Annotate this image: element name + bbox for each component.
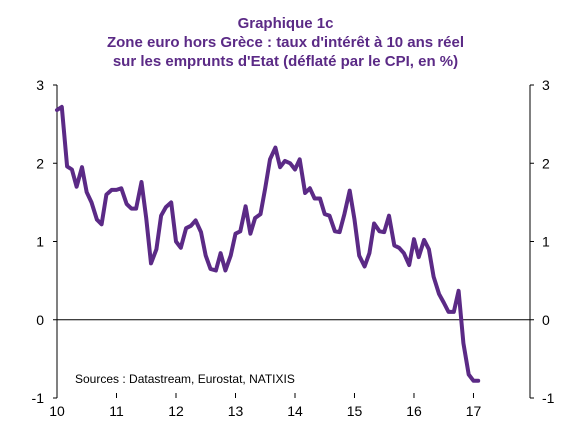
y-tick-label-right: -1 bbox=[542, 390, 555, 406]
y-tick-label-left: 1 bbox=[36, 234, 44, 250]
x-tick-label: 17 bbox=[466, 403, 482, 419]
y-tick-label-right: 3 bbox=[542, 77, 550, 93]
source-note: Sources : Datastream, Eurostat, NATIXIS bbox=[75, 372, 295, 386]
y-tick-label-right: 1 bbox=[542, 234, 550, 250]
x-tick-label: 14 bbox=[287, 403, 303, 419]
x-tick-label: 16 bbox=[406, 403, 422, 419]
x-tick-label: 15 bbox=[347, 403, 363, 419]
x-tick-label: 12 bbox=[168, 403, 184, 419]
y-tick-label-right: 0 bbox=[542, 312, 550, 328]
y-tick-label-left: 3 bbox=[36, 77, 44, 93]
chart-title-line-3: sur les emprunts d'Etat (déflaté par le … bbox=[112, 53, 459, 70]
chart-axes bbox=[56, 85, 531, 398]
y-tick-label-left: 2 bbox=[36, 155, 44, 171]
series-line bbox=[55, 104, 481, 383]
x-tick-label: 13 bbox=[228, 403, 244, 419]
chart-title-line-2: Zone euro hors Grèce : taux d'intérêt à … bbox=[106, 34, 465, 51]
y-tick-label-left: 0 bbox=[36, 312, 44, 328]
x-tick-label: 11 bbox=[109, 403, 124, 419]
y-tick-label-right: 2 bbox=[542, 155, 550, 171]
chart-title-line-1: Graphique 1c bbox=[237, 15, 334, 32]
x-tick-label: 10 bbox=[49, 403, 65, 419]
y-tick-label-left: -1 bbox=[32, 390, 45, 406]
tick-group: 3 32 21 10 0-1 -110 11 12 13 14 15 16 17 bbox=[32, 77, 555, 419]
